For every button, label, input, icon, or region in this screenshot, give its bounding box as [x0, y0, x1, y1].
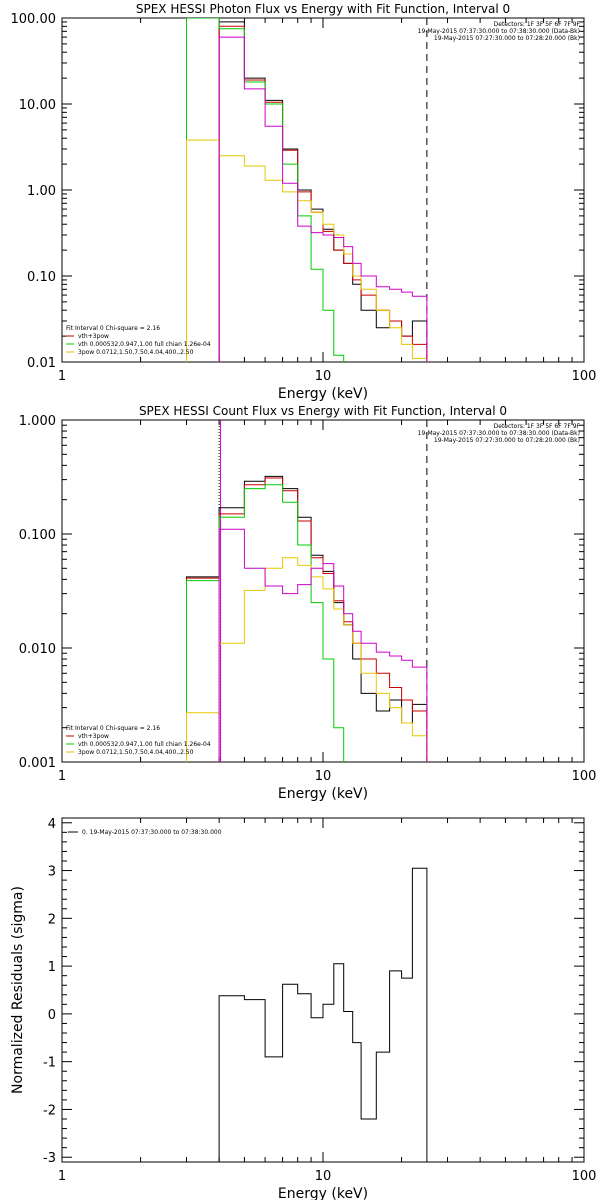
photon-panel: 1 10 100 0.01 0.10 1.00 10.00 100.00 SPEX HESSI … — [11, 2, 597, 402]
header-line: Detectors: 1F 3F 5F 6F 7F 9F — [494, 423, 581, 430]
x-axis-label: Energy (keV) — [278, 1186, 368, 1200]
chart-title: SPEX HESSI Count Flux vs Energy with Fit… — [139, 404, 507, 418]
y-tick-label: 1.00 — [27, 184, 56, 199]
y-axis-label: Normalized Residuals (sigma) — [10, 886, 26, 1094]
x-tick-label: 10 — [315, 1169, 332, 1184]
series-vth+3pow — [218, 25, 428, 362]
x-axis-label: Energy (keV) — [278, 786, 368, 802]
plot-area — [218, 867, 428, 1162]
header-line: 19-May-2015 07:27:30.000 to 07:28:20.000… — [434, 35, 580, 42]
y-tick-label: 1 — [48, 960, 56, 975]
y-tick-label: -1 — [43, 1056, 56, 1071]
residuals-panel: 1 10 100 -3 -2 -1 0 1 2 3 4 Energy (keV) Normalized … — [10, 817, 596, 1200]
y-tick-label: 2 — [48, 912, 56, 927]
y-tick-label: 0.100 — [19, 528, 56, 543]
y-tick-label: 0.01 — [27, 356, 56, 371]
plot-frame — [61, 419, 585, 763]
y-tick-label: 3 — [48, 865, 56, 880]
x-axis-label: Energy (keV) — [278, 386, 368, 402]
y-tick-label: -3 — [43, 1151, 56, 1166]
y-tick-label: 1.000 — [19, 414, 56, 429]
header-line: 19-May-2015 07:37:30.000 to 07:38:30.000… — [418, 28, 580, 35]
header-line: Detectors: 1F 3F 5F 6F 7F 9F — [494, 21, 581, 28]
x-tick-label: 100 — [572, 369, 597, 384]
legend-entry: vth+3pow — [78, 733, 109, 740]
y-tick-label: 10.00 — [19, 98, 56, 113]
series-vth+3pow — [186, 477, 428, 762]
legend-entry: vth 0.000532,0.947,1.00 full chian 1.26e… — [78, 741, 211, 748]
series-3pow — [186, 139, 428, 362]
series-background — [218, 36, 428, 362]
legend-entry: 3pow 0.0712,1.50,7.50,4.04,400.,2.50 — [78, 349, 194, 356]
x-tick-label: 1 — [58, 769, 66, 784]
series-3pow — [186, 557, 428, 762]
header-line: 19-May-2015 07:27:30.000 to 07:28:20.000… — [434, 437, 580, 444]
legend-title: Fit Interval 0 Chi-square = 2.16 — [66, 725, 160, 732]
legend-entry: 0. 19-May-2015 07:37:30.000 to 07:38:30.… — [82, 829, 222, 836]
legend-entry: vth+3pow — [78, 333, 109, 340]
y-tick-label: -2 — [43, 1103, 56, 1118]
series-background — [218, 528, 428, 762]
series-residuals — [218, 867, 428, 1162]
y-tick-label: 0.010 — [19, 642, 56, 657]
legend-entry: 3pow 0.0712,1.50,7.50,4.04,400.,2.50 — [78, 749, 194, 756]
chart-title: SPEX HESSI Photon Flux vs Energy with Fi… — [136, 2, 510, 16]
legend-entry: vth 0.000532,0.947,1.00 full chian 1.26e… — [78, 341, 211, 348]
x-tick-label: 10 — [315, 769, 332, 784]
plot-area — [186, 18, 428, 362]
x-tick-label: 1 — [58, 1169, 66, 1184]
legend-title: Fit Interval 0 Chi-square = 2.16 — [66, 325, 160, 332]
x-tick-label: 10 — [315, 369, 332, 384]
x-tick-label: 1 — [58, 369, 66, 384]
header-line: 19-May-2015 07:37:30.000 to 07:38:30.000… — [418, 430, 580, 437]
y-tick-label: 0.10 — [27, 270, 56, 285]
y-tick-label: 100.00 — [11, 12, 57, 27]
plot-frame — [61, 817, 585, 1163]
x-tick-label: 100 — [572, 769, 597, 784]
count-panel: 1 10 100 0.001 0.010 0.100 1.000 SPEX HESSI Cou… — [19, 404, 597, 802]
x-tick-label: 100 — [572, 1169, 597, 1184]
series-vth — [186, 484, 345, 762]
y-tick-label: 0.001 — [19, 756, 56, 771]
series-vth — [186, 18, 345, 362]
plot-area — [186, 420, 428, 762]
y-tick-label: 4 — [48, 817, 56, 832]
y-tick-label: 0 — [48, 1008, 56, 1023]
